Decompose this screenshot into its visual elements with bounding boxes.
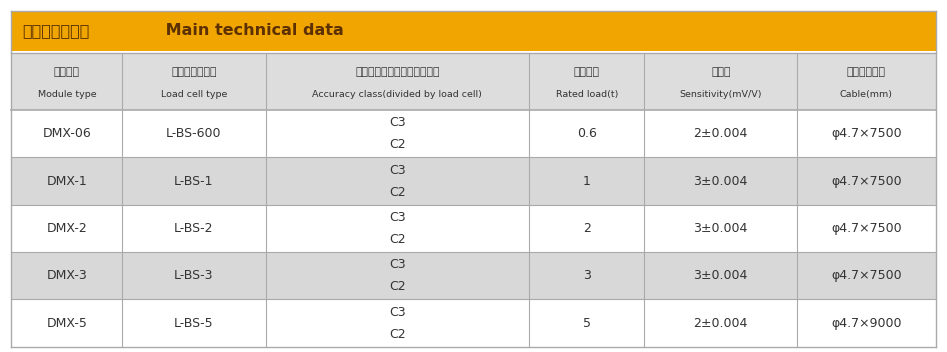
Text: 主要技术指标：: 主要技术指标：: [23, 23, 90, 38]
Text: DMX-1: DMX-1: [46, 175, 87, 188]
Text: DMX-06: DMX-06: [43, 127, 91, 140]
Text: Accuracy class(divided by load cell): Accuracy class(divided by load cell): [313, 90, 482, 99]
Text: C3
C2: C3 C2: [389, 258, 405, 293]
Text: Rated load(t): Rated load(t): [556, 90, 617, 99]
Text: Main technical data: Main technical data: [160, 23, 344, 38]
Text: DMX-2: DMX-2: [46, 222, 87, 235]
Text: 5: 5: [582, 316, 591, 329]
Text: 1: 1: [582, 175, 591, 188]
Bar: [11, 53, 936, 110]
Text: 3±0.004: 3±0.004: [693, 269, 748, 282]
Text: φ4.7×7500: φ4.7×7500: [831, 127, 902, 140]
Text: 3±0.004: 3±0.004: [693, 222, 748, 235]
Text: 2±0.004: 2±0.004: [693, 316, 748, 329]
Text: 额定载荷: 额定载荷: [574, 67, 599, 77]
Text: DMX-5: DMX-5: [46, 316, 87, 329]
Text: 3±0.004: 3±0.004: [693, 175, 748, 188]
Text: L-BS-600: L-BS-600: [166, 127, 222, 140]
Text: φ4.7×7500: φ4.7×7500: [831, 269, 902, 282]
Text: L-BS-1: L-BS-1: [174, 175, 214, 188]
Text: L-BS-5: L-BS-5: [174, 316, 214, 329]
Text: Load cell type: Load cell type: [161, 90, 227, 99]
Text: φ4.7×7500: φ4.7×7500: [831, 175, 902, 188]
Bar: [11, 205, 936, 252]
Bar: [11, 157, 936, 205]
Text: Sensitivity(mV/V): Sensitivity(mV/V): [680, 90, 762, 99]
Text: φ4.7×9000: φ4.7×9000: [831, 316, 902, 329]
Text: Module type: Module type: [38, 90, 97, 99]
Text: DMX-3: DMX-3: [46, 269, 87, 282]
Text: C3
C2: C3 C2: [389, 116, 405, 151]
Text: C3
C2: C3 C2: [389, 306, 405, 340]
Text: 模块型号: 模块型号: [54, 67, 80, 77]
Bar: [11, 110, 936, 157]
Text: 连接电缆规格: 连接电缆规格: [847, 67, 885, 77]
Text: 准确度等级（按传感器划分）: 准确度等级（按传感器划分）: [355, 67, 439, 77]
Bar: [11, 252, 936, 300]
Text: 灵敏度: 灵敏度: [711, 67, 730, 77]
Text: C3
C2: C3 C2: [389, 211, 405, 246]
Text: 0.6: 0.6: [577, 127, 597, 140]
Bar: [11, 11, 936, 51]
Text: L-BS-3: L-BS-3: [174, 269, 214, 282]
Text: 2: 2: [582, 222, 591, 235]
Text: L-BS-2: L-BS-2: [174, 222, 214, 235]
Bar: [11, 300, 936, 347]
Text: 所用传感器型号: 所用传感器型号: [171, 67, 217, 77]
Text: φ4.7×7500: φ4.7×7500: [831, 222, 902, 235]
Text: C3
C2: C3 C2: [389, 164, 405, 199]
Text: Cable(mm): Cable(mm): [840, 90, 893, 99]
Text: 3: 3: [582, 269, 591, 282]
Text: 2±0.004: 2±0.004: [693, 127, 748, 140]
